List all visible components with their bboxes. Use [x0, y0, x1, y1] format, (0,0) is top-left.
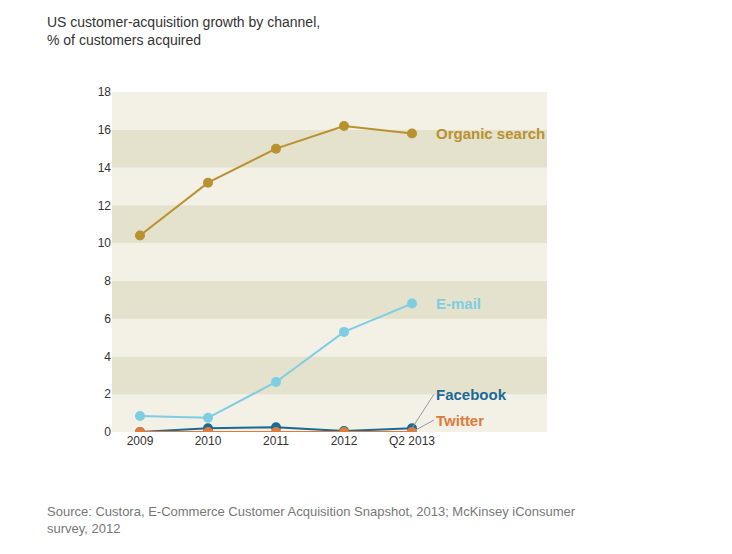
svg-text:16: 16: [98, 123, 112, 137]
svg-text:14: 14: [98, 161, 112, 175]
svg-text:Twitter: Twitter: [436, 412, 484, 429]
svg-text:2009: 2009: [127, 434, 154, 448]
svg-text:Source: Custora, E-Commerce Cu: Source: Custora, E-Commerce Customer Acq…: [47, 504, 576, 536]
svg-text:Q2 2013: Q2 2013: [389, 434, 435, 448]
svg-text:2010: 2010: [195, 434, 222, 448]
svg-text:E-mail: E-mail: [436, 295, 481, 312]
svg-text:0: 0: [104, 425, 111, 439]
svg-text:4: 4: [104, 350, 111, 364]
svg-text:10: 10: [98, 236, 112, 250]
svg-text:18: 18: [98, 85, 112, 99]
svg-text:6: 6: [104, 312, 111, 326]
svg-text:2: 2: [104, 387, 111, 401]
svg-text:Organic search: Organic search: [436, 125, 545, 142]
svg-text:8: 8: [104, 274, 111, 288]
svg-text:12: 12: [98, 199, 112, 213]
svg-text:2012: 2012: [331, 434, 358, 448]
svg-text:2011: 2011: [263, 434, 289, 448]
svg-text:US customer-acquisition growth: US customer-acquisition growth by channe…: [47, 14, 320, 48]
svg-text:Facebook: Facebook: [436, 386, 507, 403]
